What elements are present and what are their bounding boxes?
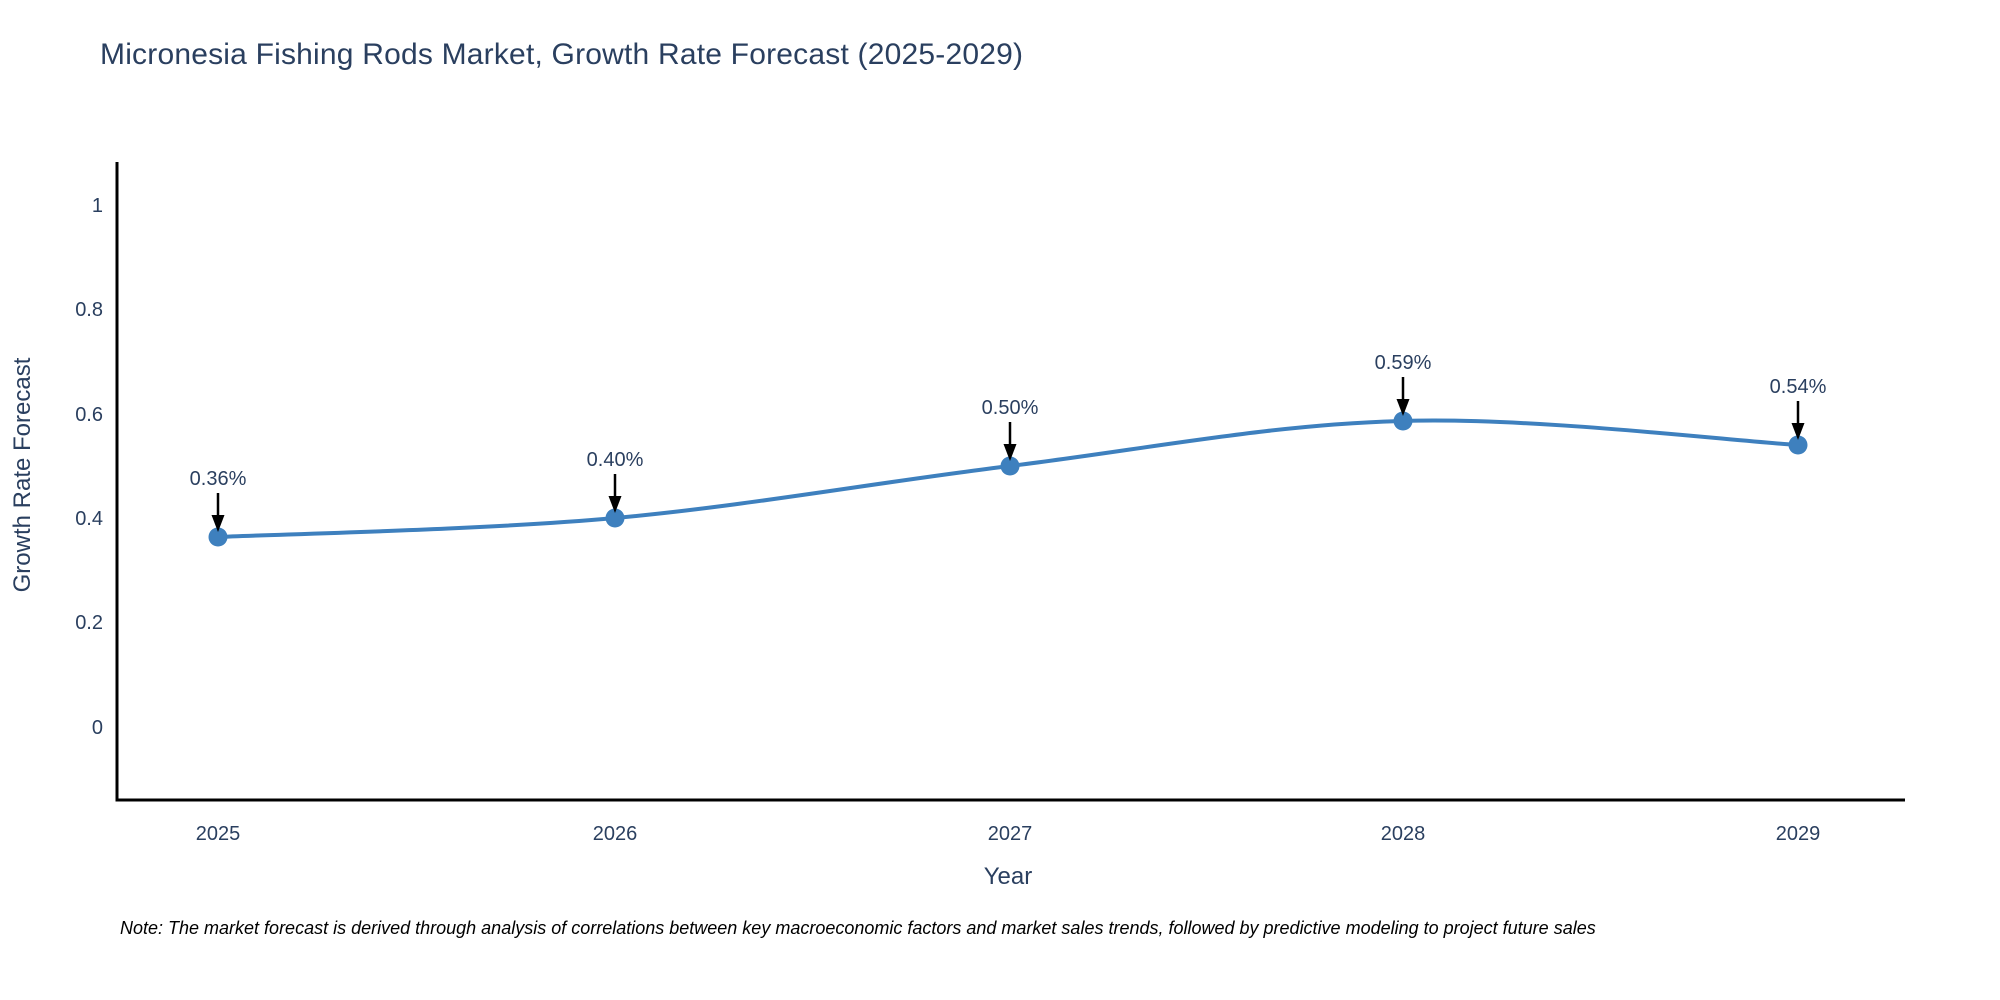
y-tick-0-2: 0.2 (75, 612, 103, 634)
annotation-label-2025: 0.36% (190, 468, 247, 490)
annotation-label-2026: 0.40% (587, 449, 644, 471)
x-axis-title: Year (984, 863, 1033, 890)
x-tick-2027: 2027 (988, 823, 1033, 845)
y-tick-0-4: 0.4 (75, 508, 103, 530)
annotation-arrow-2025 (211, 493, 225, 532)
x-tick-2026: 2026 (593, 823, 638, 845)
x-tick-2028: 2028 (1381, 823, 1426, 845)
annotation-arrow-2028 (1396, 377, 1410, 416)
y-tick-1: 1 (92, 195, 103, 217)
data-point-2026[interactable] (605, 508, 625, 528)
data-point-2027[interactable] (1000, 456, 1020, 476)
y-tick-0-8: 0.8 (75, 299, 103, 321)
annotation-arrow-2029 (1791, 401, 1805, 440)
footnote: Note: The market forecast is derived thr… (120, 918, 1596, 938)
x-tick-2025: 2025 (196, 823, 241, 845)
forecast-line (216, 418, 1800, 539)
annotation-arrow-2026 (608, 474, 622, 513)
data-point-2025[interactable] (208, 527, 228, 547)
y-axis-title: Growth Rate Forecast (9, 357, 36, 592)
annotation-arrow-2027 (1003, 422, 1017, 461)
x-tick-2029: 2029 (1776, 823, 1821, 845)
annotation-label-2027: 0.50% (982, 397, 1039, 419)
annotation-label-2029: 0.54% (1770, 376, 1827, 398)
chart-title: Micronesia Fishing Rods Market, Growth R… (100, 38, 1024, 71)
annotation-label-2028: 0.59% (1375, 352, 1432, 374)
y-tick-0-6: 0.6 (75, 404, 103, 426)
y-tick-0: 0 (92, 717, 103, 739)
data-point-2028[interactable] (1393, 411, 1413, 431)
data-point-2029[interactable] (1788, 435, 1808, 455)
